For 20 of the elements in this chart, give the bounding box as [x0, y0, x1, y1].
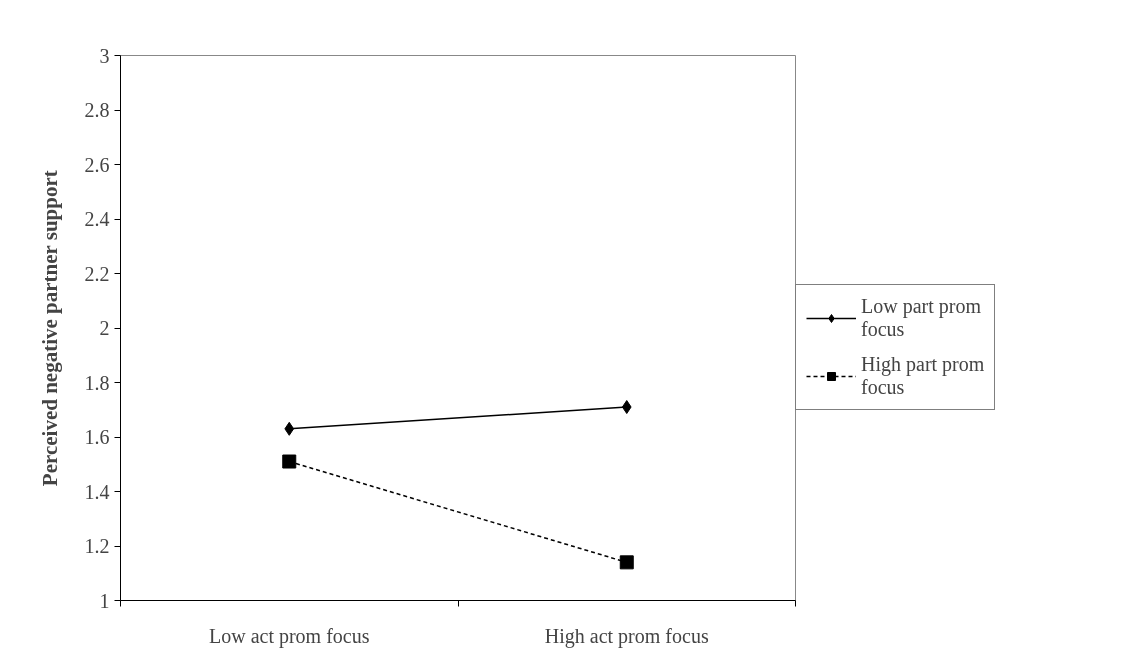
point — [282, 454, 297, 469]
y-tick-label: 1.2 — [84, 535, 110, 557]
y-tick-label: 2.8 — [84, 99, 110, 121]
point — [619, 555, 634, 570]
legend-label: High part prom focus — [861, 353, 985, 399]
x-tick-label: High act prom focus — [544, 624, 709, 648]
y-tick-label: 1.6 — [84, 426, 110, 448]
y-tick-label: 1.4 — [84, 480, 110, 503]
point — [621, 400, 632, 415]
y-tick-label: 1.8 — [84, 371, 110, 394]
y-axis-title: Perceived negative partner support — [37, 170, 62, 487]
y-tick-label: 3 — [99, 44, 110, 67]
y-tick-label: 2.6 — [84, 153, 110, 176]
point — [284, 421, 295, 436]
y-tick-label: 2 — [99, 317, 110, 339]
x-tick-label: Low act prom focus — [209, 624, 370, 648]
y-tick-label: 1 — [99, 589, 110, 612]
y-tick-label: 2.4 — [84, 208, 110, 230]
legend-label: Low part prom focus — [861, 295, 981, 341]
y-tick-label: 2.2 — [84, 262, 110, 285]
